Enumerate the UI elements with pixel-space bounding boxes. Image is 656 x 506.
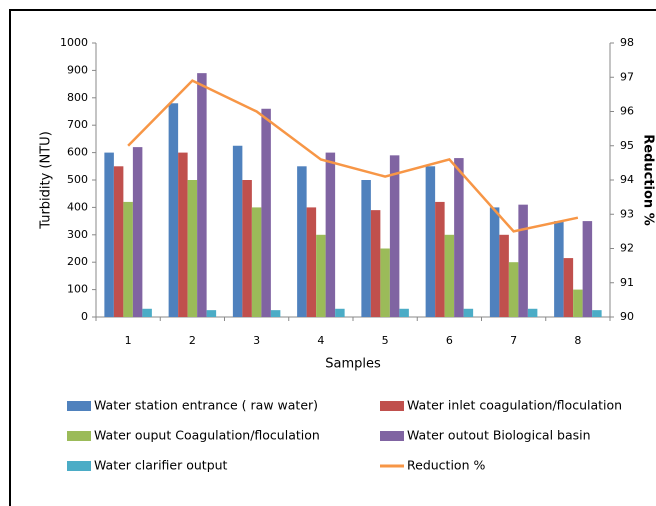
bar [563, 258, 574, 317]
bar [242, 180, 252, 317]
y2-tick-label: 98 [620, 36, 634, 49]
x-axis-label: Samples [325, 357, 381, 372]
bar [142, 308, 152, 317]
bar [435, 201, 445, 317]
bar [316, 234, 326, 317]
y-tick-label: 100 [67, 283, 88, 296]
y-axis-label: Turbidity (NTU) [39, 131, 54, 230]
bar [113, 166, 124, 317]
bar [489, 207, 500, 317]
bar [518, 204, 528, 317]
y2-tick-label: 95 [620, 139, 634, 152]
x-tick-label: 2 [189, 334, 196, 347]
bar [454, 158, 464, 317]
bar [261, 108, 271, 317]
legend-label: Water outout Biological basin [407, 428, 591, 443]
bar [527, 308, 538, 317]
bar [178, 152, 188, 317]
x-tick-label: 4 [317, 334, 324, 347]
legend-label: Water ouput Coagulation/floculation [94, 428, 320, 443]
legend-swatch [380, 401, 404, 411]
y2-tick-label: 96 [620, 105, 634, 118]
bar [380, 248, 390, 317]
bar [370, 210, 381, 317]
bar [389, 155, 400, 317]
bar [508, 262, 519, 317]
y-tick-label: 700 [67, 118, 88, 131]
y-tick-label: 300 [67, 228, 88, 241]
x-tick-label: 6 [446, 334, 453, 347]
y2-tick-label: 91 [620, 276, 634, 289]
x-tick-label: 7 [510, 334, 517, 347]
y-tick-label: 800 [67, 91, 88, 104]
legend-label: Water inlet coagulation/floculation [407, 398, 622, 413]
y2-tick-label: 97 [620, 70, 634, 83]
y2-tick-label: 94 [620, 173, 634, 186]
y-tick-label: 0 [81, 310, 88, 323]
bar [123, 201, 133, 317]
bar [463, 308, 474, 317]
x-tick-label: 3 [253, 334, 260, 347]
bar [251, 207, 262, 317]
x-tick-label: 8 [574, 334, 581, 347]
y2-axis-label: Reduction % [641, 134, 656, 226]
legend-label: Reduction % [407, 458, 485, 473]
bar [592, 310, 602, 317]
bar [306, 207, 317, 317]
bar [335, 308, 345, 317]
legend-label: Water clarifier output [94, 458, 228, 473]
y2-tick-label: 92 [620, 242, 634, 255]
x-tick-label: 1 [125, 334, 132, 347]
legend-label: Water station entrance ( raw water) [94, 398, 318, 413]
legend-swatch [67, 401, 91, 411]
y-tick-label: 500 [67, 173, 88, 186]
y-tick-label: 600 [67, 146, 88, 159]
y-tick-label: 1000 [60, 36, 88, 49]
bar [270, 310, 281, 317]
frame [9, 9, 656, 506]
bar [444, 234, 455, 317]
legend-swatch [67, 461, 91, 471]
bar [499, 234, 509, 317]
line [127, 79, 579, 233]
y-tick-label: 200 [67, 255, 88, 268]
legend-swatch [380, 431, 404, 441]
bar [132, 147, 143, 317]
bar [554, 221, 564, 317]
bar [425, 166, 436, 317]
bar [206, 310, 217, 317]
y-tick-label: 900 [67, 63, 88, 76]
y-tick-label: 400 [67, 200, 88, 213]
bar [399, 308, 409, 317]
bar [168, 103, 179, 317]
y2-tick-label: 93 [620, 207, 634, 220]
bar [325, 152, 336, 317]
bar [232, 145, 243, 317]
bar [197, 73, 207, 317]
bar [361, 180, 371, 317]
bar [582, 221, 593, 317]
bar [187, 180, 198, 317]
bar [297, 166, 307, 317]
x-tick-label: 5 [382, 334, 389, 347]
bar [104, 152, 114, 317]
legend-swatch [67, 431, 91, 441]
bar [573, 289, 583, 317]
y2-tick-label: 90 [620, 310, 634, 323]
